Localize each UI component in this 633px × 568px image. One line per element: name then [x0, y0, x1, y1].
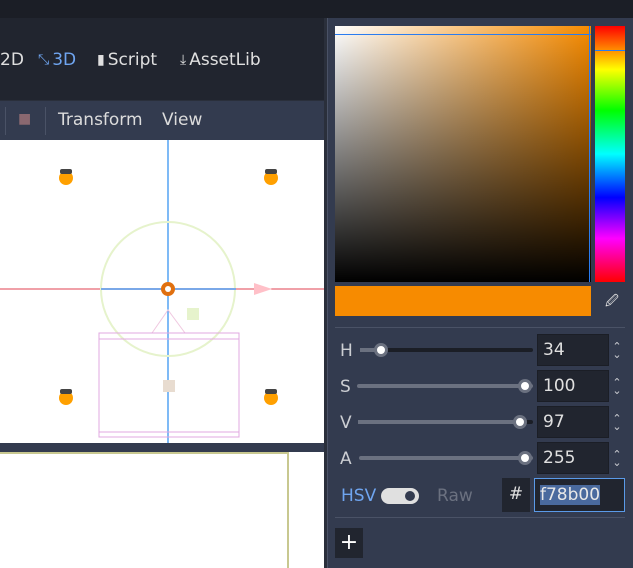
- edge: [324, 18, 327, 568]
- tab-3d[interactable]: ⤡ 3D: [38, 50, 76, 70]
- v-slider-grabber[interactable]: [513, 415, 527, 429]
- top-strip: [0, 0, 633, 18]
- a-slider[interactable]: [359, 456, 533, 460]
- spin-arrows-icon[interactable]: ⌃ ⌄: [612, 448, 622, 469]
- add-preset-button[interactable]: +: [335, 528, 363, 558]
- tab-label: Script: [107, 50, 158, 70]
- tab-label: 3D: [52, 50, 77, 70]
- tab-assetlib[interactable]: ⤓ AssetLib: [180, 50, 261, 70]
- hex-prefix-button[interactable]: #: [502, 478, 530, 512]
- hex-value: f78b00: [540, 485, 601, 505]
- hue-cursor: [595, 50, 625, 51]
- a-slider-grabber[interactable]: [518, 451, 532, 465]
- sv-cursor-v: [589, 26, 590, 282]
- viewport-gizmos: [0, 140, 326, 443]
- mesh-icon: [163, 380, 175, 392]
- h-spinbox[interactable]: 34: [537, 334, 609, 366]
- sv-cursor-h: [335, 34, 591, 35]
- raw-mode-toggle[interactable]: [381, 488, 419, 504]
- slider-label-s: S: [340, 377, 351, 397]
- border-line: [287, 452, 289, 568]
- divider: [45, 107, 46, 135]
- menu-view[interactable]: View: [162, 110, 203, 130]
- light-icons: [59, 171, 278, 405]
- hex-input[interactable]: f78b00: [534, 478, 625, 512]
- 3d-icon: ⤡: [38, 52, 50, 68]
- divider: [5, 107, 6, 135]
- v-slider[interactable]: [358, 420, 533, 424]
- slider-label-v: V: [340, 413, 352, 433]
- a-spinbox[interactable]: 255: [537, 442, 609, 474]
- slider-label-a: A: [340, 449, 352, 469]
- saturation-value-square[interactable]: [335, 26, 591, 282]
- lower-panel: [0, 452, 326, 568]
- main-header: 2D ⤡ 3D ▮ Script ⤓ AssetLib: [0, 18, 326, 100]
- 3d-viewport[interactable]: [0, 140, 326, 443]
- separator: [335, 517, 625, 518]
- h-slider[interactable]: [360, 348, 533, 352]
- raw-mode-label: Raw: [437, 486, 473, 506]
- spin-arrows-icon[interactable]: ⌃ ⌄: [612, 376, 622, 397]
- script-icon: ▮: [97, 52, 105, 68]
- tab-label: AssetLib: [189, 50, 261, 70]
- hsv-mode-label: HSV: [341, 486, 377, 506]
- border-line: [0, 452, 288, 454]
- viewport-toolbar: ■ Transform View: [0, 100, 326, 140]
- spin-arrows-icon[interactable]: ⌃ ⌄: [612, 340, 622, 361]
- hue-slider[interactable]: [595, 26, 625, 282]
- s-slider-grabber[interactable]: [518, 379, 532, 393]
- download-icon: ⤓: [180, 52, 187, 68]
- h-slider-grabber[interactable]: [374, 343, 388, 357]
- s-spinbox[interactable]: 100: [537, 370, 609, 402]
- separator: [335, 327, 625, 328]
- spin-arrows-icon[interactable]: ⌃ ⌄: [612, 412, 622, 433]
- menu-transform[interactable]: Transform: [58, 110, 143, 130]
- tab-2d[interactable]: 2D: [0, 50, 24, 70]
- tab-script[interactable]: ▮ Script: [97, 50, 157, 70]
- panel-divider[interactable]: [0, 443, 326, 452]
- camera-icon[interactable]: ■: [18, 111, 32, 127]
- tab-label: 2D: [0, 50, 24, 70]
- s-slider[interactable]: [357, 384, 533, 388]
- slider-label-h: H: [340, 341, 353, 361]
- eyedropper-icon[interactable]: 🖉: [605, 294, 619, 309]
- color-preview: [335, 286, 591, 316]
- v-spinbox[interactable]: 97: [537, 406, 609, 438]
